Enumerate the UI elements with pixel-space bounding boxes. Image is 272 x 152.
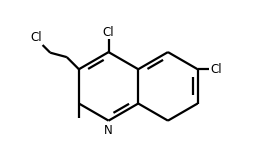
Text: N: N <box>104 124 113 137</box>
Text: Cl: Cl <box>210 63 222 76</box>
Text: Cl: Cl <box>103 26 115 39</box>
Text: Cl: Cl <box>30 31 42 44</box>
